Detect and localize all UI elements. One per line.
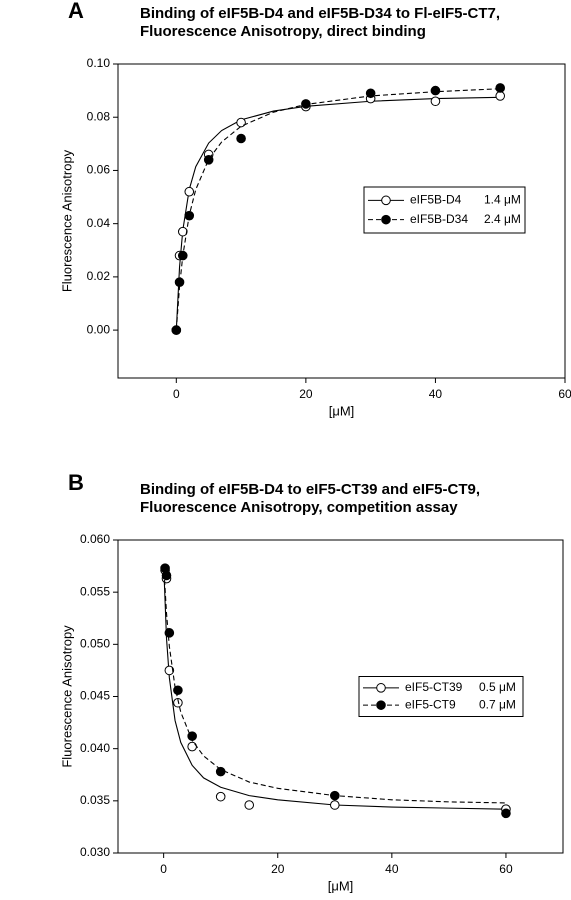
y-tick-label: 0.06 bbox=[87, 163, 111, 177]
x-tick-label: 40 bbox=[385, 862, 399, 876]
legend-marker bbox=[376, 683, 386, 693]
x-axis-label: [μM] bbox=[328, 878, 354, 893]
data-point bbox=[495, 83, 506, 93]
panel-label: B bbox=[68, 470, 84, 495]
y-axis-label: Fluorescence Anisotropy bbox=[59, 625, 74, 768]
legend-box bbox=[358, 676, 524, 717]
legend-label: eIF5-CT39 bbox=[405, 680, 463, 694]
legend-box bbox=[363, 186, 526, 234]
y-tick-label: 0.00 bbox=[87, 322, 111, 336]
data-point bbox=[236, 133, 246, 144]
data-point bbox=[430, 96, 441, 107]
y-tick-label: 0.050 bbox=[80, 637, 110, 651]
plot-frame bbox=[117, 63, 566, 379]
chart-panel: A Binding of eIF5B-D4 and eIF5B-D34 to Fl… bbox=[59, 0, 571, 418]
data-point bbox=[215, 766, 226, 777]
data-point bbox=[164, 665, 175, 676]
chart-panel: B Binding of eIF5B-D4 to eIF5-CT39 and eI… bbox=[59, 470, 564, 893]
data-point bbox=[301, 99, 311, 109]
legend-label: eIF5-CT9 bbox=[405, 697, 456, 711]
panel-label: A bbox=[68, 0, 84, 23]
data-point bbox=[203, 154, 214, 165]
x-tick-label: 60 bbox=[499, 862, 513, 876]
y-tick-label: 0.060 bbox=[80, 532, 110, 546]
data-point bbox=[329, 800, 340, 810]
data-point bbox=[501, 808, 511, 819]
legend-kd: 1.4 μM bbox=[484, 193, 521, 207]
legend-label: eIF5B-D34 bbox=[410, 212, 468, 226]
chart-title: Binding of eIF5B-D4 to eIF5-CT39 and eIF… bbox=[140, 481, 480, 498]
y-tick-label: 0.04 bbox=[87, 216, 111, 230]
data-point bbox=[161, 570, 172, 581]
y-tick-label: 0.08 bbox=[87, 109, 111, 123]
legend-kd: 0.7 μM bbox=[479, 697, 516, 711]
data-point bbox=[177, 226, 188, 237]
y-tick-label: 0.055 bbox=[80, 584, 110, 598]
x-tick-label: 0 bbox=[160, 862, 167, 876]
y-axis-label: Fluorescence Anisotropy bbox=[59, 149, 74, 292]
data-point bbox=[177, 250, 188, 261]
x-tick-label: 20 bbox=[299, 387, 313, 401]
data-point bbox=[171, 325, 182, 335]
x-tick-label: 20 bbox=[271, 862, 285, 876]
legend-label: eIF5B-D4 bbox=[410, 193, 462, 207]
x-tick-label: 40 bbox=[429, 387, 443, 401]
chart-title: Binding of eIF5B-D4 and eIF5B-D34 to Fl-… bbox=[140, 5, 500, 22]
data-point bbox=[184, 186, 195, 197]
legend: eIF5B-D4 1.4 μM eIF5B-D34 2.4 μM bbox=[363, 186, 526, 234]
legend: eIF5-CT39 0.5 μM eIF5-CT9 0.7 μM bbox=[358, 676, 524, 717]
data-point bbox=[495, 91, 506, 101]
data-point bbox=[173, 697, 183, 708]
data-point bbox=[430, 85, 441, 96]
x-axis-label: [μM] bbox=[329, 403, 355, 418]
chart-title: Fluorescence Anisotropy, competition ass… bbox=[140, 499, 458, 516]
data-point bbox=[365, 88, 376, 99]
chart-title: Fluorescence Anisotropy, direct binding bbox=[140, 23, 426, 40]
legend-kd: 0.5 μM bbox=[479, 680, 516, 694]
data-point bbox=[173, 685, 183, 696]
legend-marker bbox=[381, 195, 391, 206]
data-point bbox=[244, 800, 255, 810]
y-tick-label: 0.035 bbox=[80, 793, 110, 807]
y-tick-label: 0.02 bbox=[87, 269, 111, 283]
y-tick-label: 0.040 bbox=[80, 741, 110, 755]
fit-curve bbox=[163, 563, 506, 804]
y-tick-label: 0.045 bbox=[80, 689, 110, 703]
legend-marker bbox=[376, 700, 386, 710]
data-point bbox=[236, 117, 246, 128]
x-tick-label: 60 bbox=[558, 387, 571, 401]
x-tick-label: 0 bbox=[173, 387, 180, 401]
data-point bbox=[329, 790, 340, 801]
data-point bbox=[187, 731, 197, 741]
fit-curve bbox=[163, 563, 506, 810]
legend-marker bbox=[381, 214, 391, 225]
legend-kd: 2.4 μM bbox=[484, 212, 521, 226]
y-tick-label: 0.10 bbox=[87, 56, 111, 70]
data-point bbox=[164, 628, 175, 638]
data-point bbox=[174, 277, 185, 288]
data-point bbox=[184, 210, 195, 221]
data-point bbox=[215, 791, 226, 802]
y-tick-label: 0.030 bbox=[80, 845, 110, 859]
